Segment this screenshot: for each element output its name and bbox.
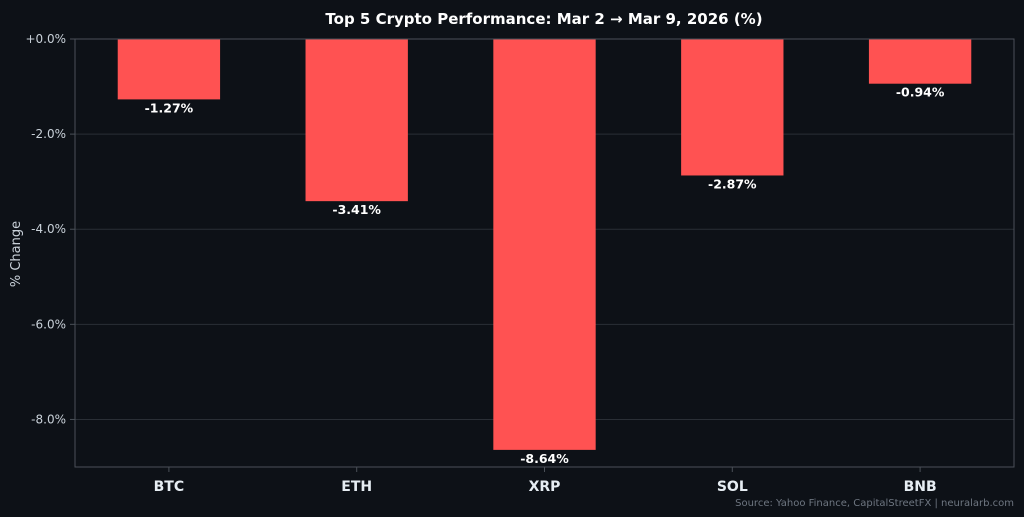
y-tick-label: +0.0% [25,32,66,46]
bar-xrp [493,39,596,450]
data-labels: -1.27% -3.41% -8.64% -2.87% -0.94% [145,85,945,466]
x-tick-label: BNB [904,479,937,495]
data-label: -2.87% [708,176,757,191]
source-note: Source: Yahoo Finance, CapitalStreetFX |… [735,498,1014,509]
data-label: -1.27% [145,100,194,115]
x-tick-label: XRP [529,479,561,495]
chart-title: Top 5 Crypto Performance: Mar 2 → Mar 9,… [325,10,762,28]
bars [117,39,972,450]
x-tick-label: ETH [341,479,372,495]
data-label: -8.64% [520,451,569,466]
bar-eth [305,39,408,202]
y-axis-ticks: +0.0% -2.0% -4.0% -6.0% -8.0% [25,32,75,426]
y-axis-label: % Change [9,221,24,287]
x-tick-label: BTC [154,479,185,495]
data-label: -3.41% [332,202,381,217]
x-axis-ticks: BTC ETH XRP SOL BNB [154,467,937,495]
bar-btc [117,39,221,100]
x-tick-label: SOL [717,479,748,495]
y-tick-label: -6.0% [31,317,66,331]
y-tick-label: -4.0% [31,222,66,236]
bar-sol [681,39,784,176]
data-label: -0.94% [896,85,945,100]
y-tick-label: -2.0% [31,127,66,141]
y-tick-label: -8.0% [31,412,66,426]
bar-bnb [868,39,972,84]
